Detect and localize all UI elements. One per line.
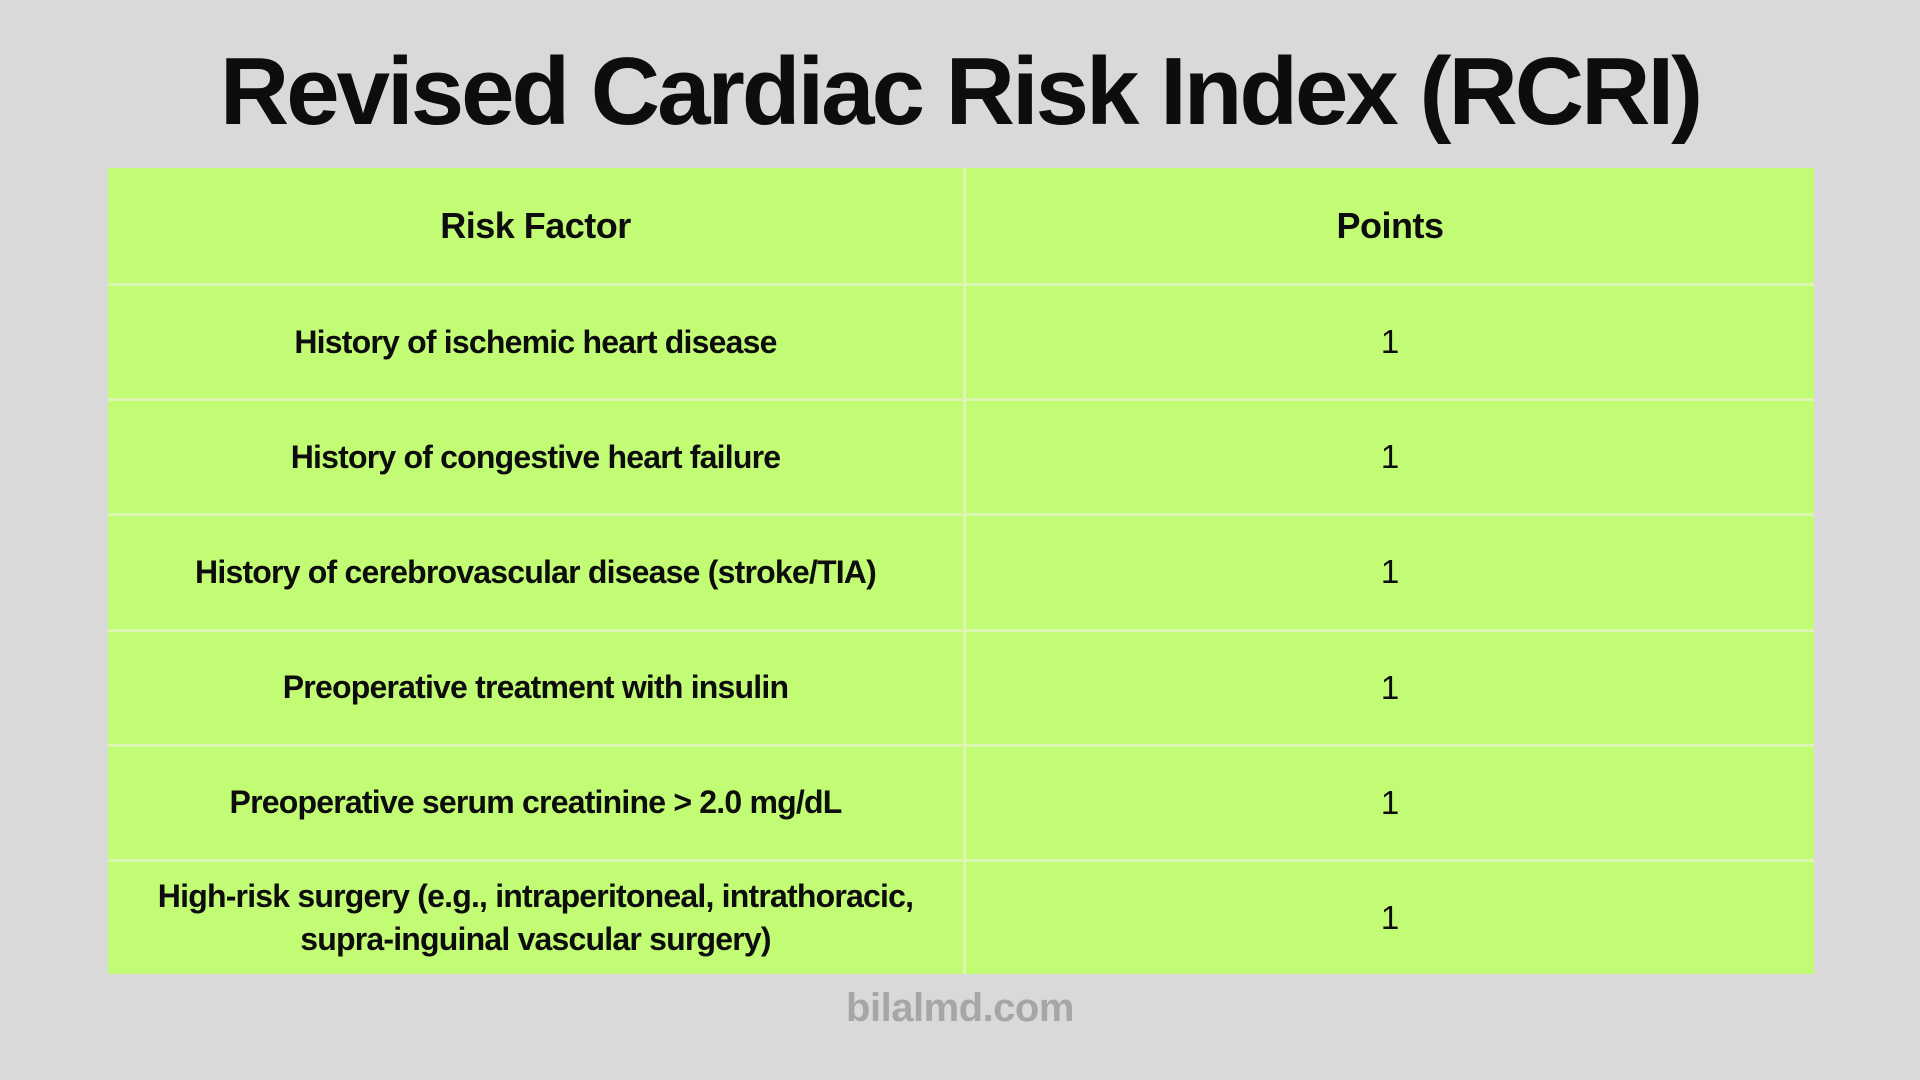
risk-factor-cell: History of ischemic heart disease bbox=[108, 283, 963, 398]
risk-factor-cell: History of congestive heart failure bbox=[108, 398, 963, 513]
points-cell: 1 bbox=[963, 398, 1814, 514]
risk-factor-cell: High-risk surgery (e.g., intraperitoneal… bbox=[108, 858, 963, 974]
risk-factor-cell: History of cerebrovascular disease (stro… bbox=[108, 513, 963, 628]
footer-watermark: bilalmd.com bbox=[846, 986, 1074, 1030]
points-cell: 1 bbox=[963, 858, 1814, 974]
points-cell: 1 bbox=[963, 283, 1814, 399]
table-header-risk-factor: Risk Factor bbox=[440, 204, 631, 246]
points-cell: 1 bbox=[963, 743, 1814, 859]
risk-factor-cell: Preoperative treatment with insulin bbox=[108, 628, 963, 744]
points-cell: 1 bbox=[963, 513, 1814, 629]
table-header-points: Points bbox=[963, 168, 1814, 284]
page-title: Revised Cardiac Risk Index (RCRI) bbox=[219, 38, 1703, 145]
risk-factor-cell: Preoperative serum creatinine > 2.0 mg/d… bbox=[108, 743, 963, 859]
points-cell: 1 bbox=[963, 628, 1814, 744]
rcri-table: Risk Factor Points History of ischemic h… bbox=[108, 168, 1814, 974]
